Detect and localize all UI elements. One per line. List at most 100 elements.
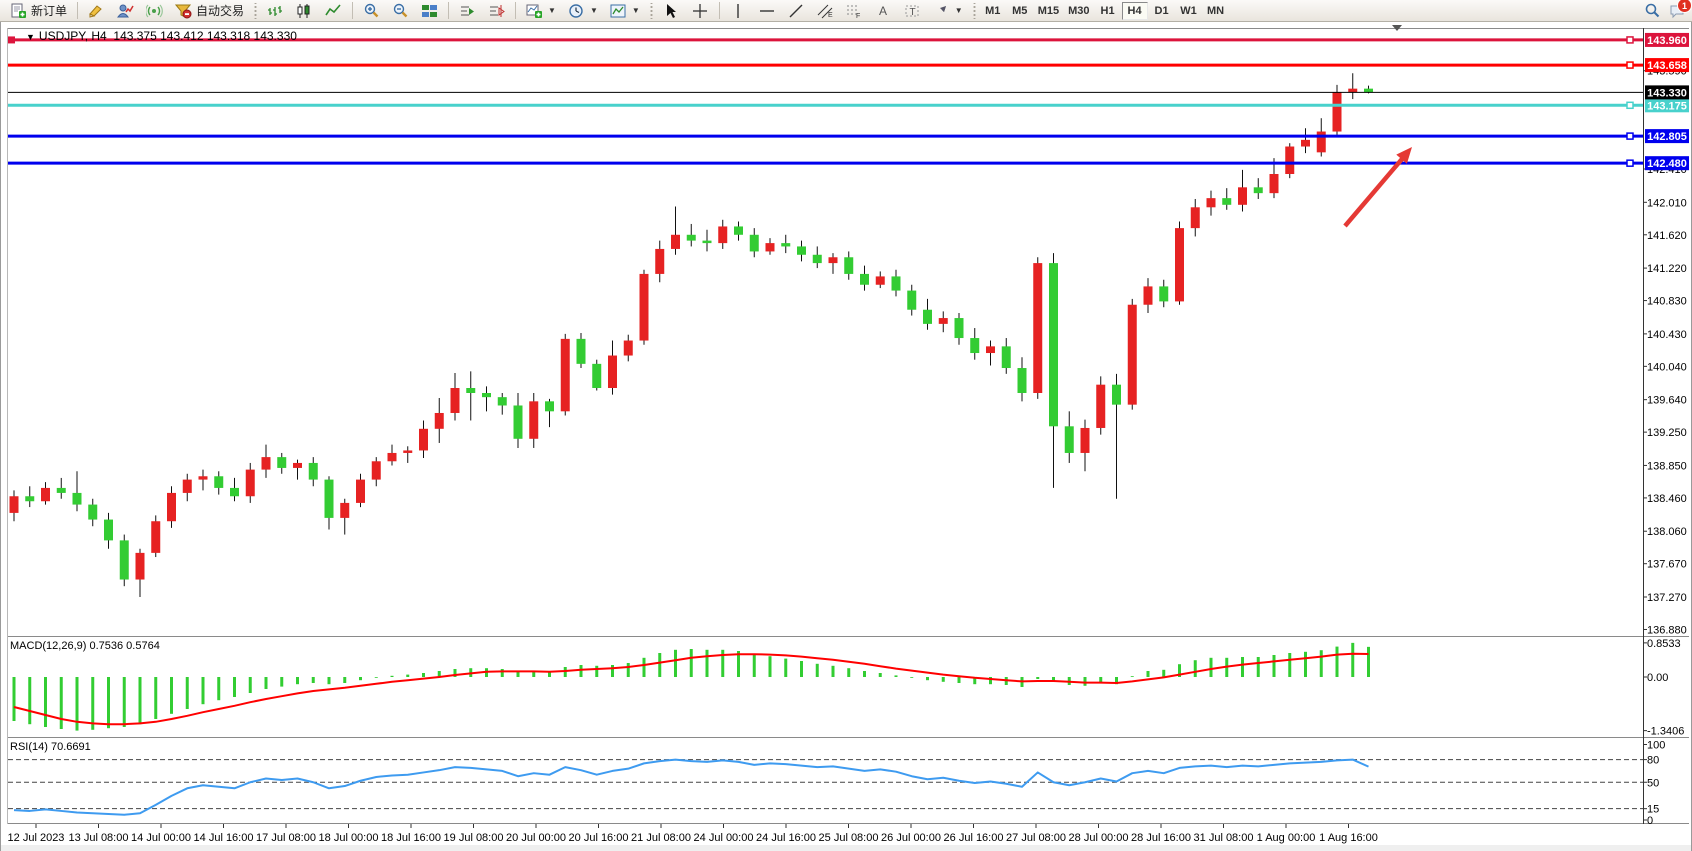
autotrade-button[interactable]: 自动交易 xyxy=(169,1,250,21)
toolbar-grip[interactable] xyxy=(253,2,259,19)
trendline-icon xyxy=(788,3,805,19)
text-tool[interactable]: A xyxy=(869,1,898,21)
chart-dropdown-icon[interactable]: ▼ xyxy=(26,32,35,42)
chart-shift-marker[interactable] xyxy=(1392,25,1402,31)
periods-button[interactable]: ▼ xyxy=(562,1,604,21)
tile-windows-button[interactable] xyxy=(415,1,444,21)
chart-title: ▼ USDJPY, H4 143.375 143.412 143.318 143.… xyxy=(26,29,297,43)
indicators-icon xyxy=(526,3,543,19)
line-anchor-handle[interactable] xyxy=(1626,159,1634,167)
candle xyxy=(1348,88,1358,93)
candle xyxy=(1222,198,1232,205)
rsi-tick-label: 80 xyxy=(1647,755,1659,767)
trendline-tool[interactable] xyxy=(782,1,811,21)
candle xyxy=(9,496,19,513)
line-anchor-handle[interactable] xyxy=(1626,132,1634,140)
indicators-caret: ▼ xyxy=(548,6,556,15)
candle xyxy=(371,461,381,480)
tf-w1-button[interactable]: W1 xyxy=(1180,4,1197,17)
channel-tool[interactable]: E xyxy=(811,1,840,21)
tf-m30-button[interactable]: M30 xyxy=(1068,4,1090,17)
toolbar-grip[interactable] xyxy=(648,2,654,19)
tf-h4-button[interactable]: H4 xyxy=(1121,1,1148,20)
styler-button[interactable] xyxy=(82,1,111,21)
signal-icon xyxy=(145,3,163,19)
time-tick-label: 21 Jul 08:00 xyxy=(631,832,691,844)
tf-mn-button[interactable]: MN xyxy=(1206,4,1225,17)
candle xyxy=(497,397,507,406)
toolbar-separator xyxy=(515,2,517,19)
horizontal-line-tool[interactable] xyxy=(753,1,782,21)
time-tick-label: 24 Jul 16:00 xyxy=(756,832,816,844)
zoom-out-button[interactable] xyxy=(386,1,415,21)
templates-button[interactable]: ▼ xyxy=(604,1,646,21)
candle xyxy=(1049,263,1058,427)
tf-m15-button[interactable]: M15 xyxy=(1037,4,1060,17)
candle xyxy=(891,276,901,291)
candle xyxy=(135,552,145,580)
tf-h1-button[interactable]: H1 xyxy=(1100,4,1115,17)
candle xyxy=(151,521,161,553)
arrows-tool[interactable]: ▼ xyxy=(927,1,969,21)
rsi-tick-label: 0 xyxy=(1647,815,1653,827)
line-anchor-handle[interactable] xyxy=(1626,36,1634,44)
crosshair-tool[interactable] xyxy=(686,1,715,21)
tf-d1-button[interactable]: D1 xyxy=(1154,4,1169,17)
indicators-button[interactable]: ▼ xyxy=(520,1,562,21)
candle xyxy=(1112,384,1121,405)
line-anchor-handle[interactable] xyxy=(1626,61,1634,69)
candlestick-chart-button[interactable] xyxy=(290,1,319,21)
time-tick-label: 28 Jul 16:00 xyxy=(1131,832,1191,844)
candle xyxy=(1238,187,1247,205)
toolbar-separator xyxy=(718,2,720,19)
tf-m5-button[interactable]: M5 xyxy=(1012,4,1028,17)
candle xyxy=(875,276,885,285)
candle xyxy=(1001,346,1011,369)
candle xyxy=(907,290,917,310)
fibonacci-tool[interactable]: F xyxy=(840,1,869,21)
price-tag xyxy=(1645,58,1689,73)
candle xyxy=(466,388,476,393)
trend-arrow-head[interactable] xyxy=(1396,147,1412,164)
time-tick-label: 31 Jul 08:00 xyxy=(1194,832,1254,844)
line-chart-button[interactable] xyxy=(319,1,348,21)
chart-shift-button[interactable] xyxy=(482,1,511,21)
zoom-in-button[interactable] xyxy=(357,1,386,21)
market-watch-button[interactable] xyxy=(111,1,140,21)
toolbar-grip[interactable] xyxy=(971,2,977,19)
auto-scroll-button[interactable] xyxy=(453,1,482,21)
time-tick-label: 25 Jul 08:00 xyxy=(819,832,879,844)
signals-button[interactable] xyxy=(140,1,169,21)
candle xyxy=(261,457,271,470)
autotrade-icon xyxy=(174,3,192,19)
candle xyxy=(1190,207,1200,229)
vertical-line-tool[interactable] xyxy=(724,1,753,21)
candlestick-chart-icon xyxy=(296,3,313,19)
search-icon[interactable] xyxy=(1644,3,1661,19)
macd-tick-label: 0.8533 xyxy=(1647,638,1681,650)
bar-chart-icon xyxy=(267,3,284,19)
label-tool[interactable]: T xyxy=(898,1,927,21)
bar-chart-button[interactable] xyxy=(261,1,290,21)
trend-arrow[interactable] xyxy=(1343,157,1404,228)
line-anchor-handle[interactable] xyxy=(1626,101,1634,110)
candle xyxy=(1175,228,1184,302)
cursor-tool[interactable] xyxy=(657,1,686,21)
svg-text:A: A xyxy=(879,4,887,18)
line-anchor-handle[interactable] xyxy=(8,36,15,44)
new-order-button[interactable]: 新订单 xyxy=(4,1,73,21)
candle xyxy=(434,412,444,429)
candle xyxy=(938,318,948,324)
chat-icon[interactable]: 1 xyxy=(1669,0,1692,19)
candle xyxy=(167,492,176,522)
candle xyxy=(655,248,665,274)
cursor-icon xyxy=(663,3,680,19)
time-tick-label: 18 Jul 00:00 xyxy=(319,832,379,844)
candle xyxy=(986,346,995,354)
candle xyxy=(277,457,287,468)
price-tick-label: 140.830 xyxy=(1647,296,1687,308)
candle xyxy=(340,502,350,518)
tf-m1-button[interactable]: M1 xyxy=(985,4,1001,17)
